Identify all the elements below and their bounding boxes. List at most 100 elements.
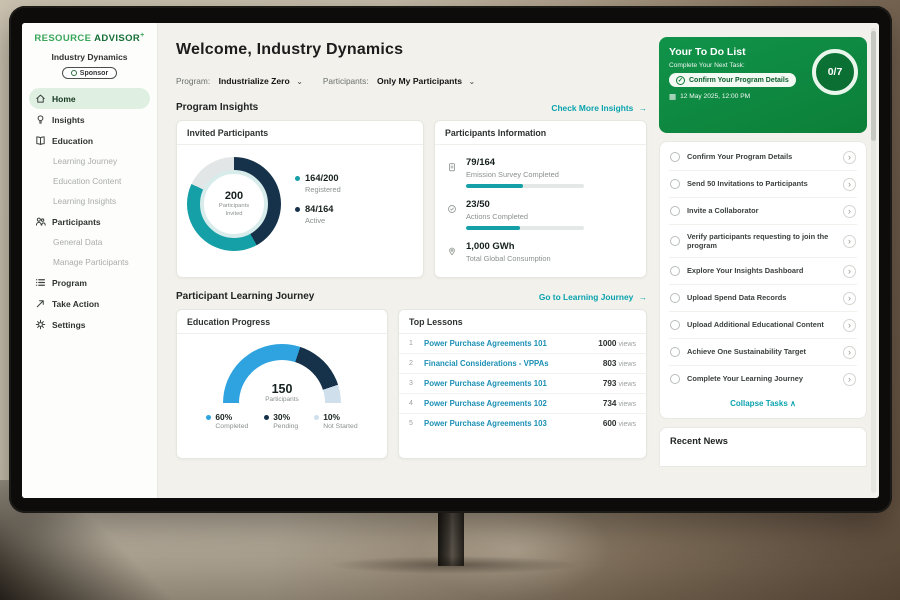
task-label: Explore Your Insights Dashboard bbox=[687, 266, 804, 276]
chevron-right-icon[interactable]: › bbox=[843, 345, 856, 359]
task-row[interactable]: Verify participants requesting to join t… bbox=[669, 225, 857, 259]
stand-shadow bbox=[330, 556, 580, 574]
participants-filter-label: Participants: bbox=[322, 76, 369, 86]
task-row[interactable]: Confirm Your Program Details › bbox=[669, 144, 857, 171]
sidebar-item-learning-journey[interactable]: Learning Journey bbox=[29, 151, 150, 171]
chevron-down-icon: ⌄ bbox=[468, 77, 476, 86]
task-checkbox[interactable] bbox=[670, 152, 680, 162]
sidebar-item-settings[interactable]: Settings bbox=[29, 314, 150, 335]
task-checkbox[interactable] bbox=[670, 374, 680, 385]
lesson-link[interactable]: Power Purchase Agreements 101 bbox=[424, 339, 547, 348]
collapse-tasks-link[interactable]: Collapse Tasks ∧ bbox=[669, 392, 857, 416]
sidebar-item-program[interactable]: Program bbox=[29, 272, 150, 293]
lesson-row: 5 Power Purchase Agreements 103 600 views bbox=[399, 414, 646, 433]
task-row[interactable]: Achieve One Sustainability Target › bbox=[669, 339, 857, 367]
next-task-pill[interactable]: ✓ Confirm Your Program Details bbox=[669, 73, 796, 87]
legend-dot-not-started bbox=[314, 414, 320, 420]
chevron-right-icon[interactable]: › bbox=[843, 291, 856, 305]
task-row[interactable]: Complete Your Learning Journey › bbox=[669, 366, 857, 392]
chevron-right-icon[interactable]: › bbox=[843, 264, 856, 278]
sidebar-nav: Home Insights Education Learning Journey bbox=[29, 88, 150, 335]
task-checkbox[interactable] bbox=[670, 320, 680, 331]
task-checkbox[interactable] bbox=[670, 179, 680, 189]
info-row: 79/164 Emission Survey Completed bbox=[447, 152, 634, 194]
legend-item: 60% Completed bbox=[206, 412, 248, 430]
legend-value: 10% bbox=[323, 412, 340, 422]
recent-news-card: Recent News bbox=[659, 427, 867, 468]
scrollbar-thumb[interactable] bbox=[871, 31, 876, 141]
lesson-link[interactable]: Power Purchase Agreements 103 bbox=[424, 419, 547, 428]
task-row[interactable]: Invite a Collaborator › bbox=[669, 198, 857, 225]
lesson-views: 1000 bbox=[598, 339, 617, 348]
sidebar-item-label: Take Action bbox=[52, 298, 100, 309]
task-checkbox[interactable] bbox=[670, 347, 680, 358]
task-row[interactable]: Upload Additional Educational Content › bbox=[669, 312, 857, 340]
sidebar-item-participants[interactable]: Participants bbox=[29, 211, 150, 232]
views-suffix: views bbox=[618, 421, 636, 428]
chevron-right-icon[interactable]: › bbox=[843, 372, 856, 386]
metric-label: Actions Completed bbox=[466, 212, 529, 221]
chevron-right-icon[interactable]: › bbox=[843, 204, 856, 218]
recent-news-title: Recent News bbox=[670, 436, 728, 447]
task-checkbox[interactable] bbox=[670, 266, 680, 277]
metric-label: Total Global Consumption bbox=[466, 254, 551, 263]
sidebar-item-education[interactable]: Education bbox=[29, 130, 150, 151]
due-date: 12 May 2025, 12:00 PM bbox=[680, 93, 751, 100]
task-checkbox[interactable] bbox=[670, 293, 680, 304]
views-suffix: views bbox=[618, 341, 636, 348]
task-checkbox[interactable] bbox=[670, 206, 680, 216]
chevron-right-icon[interactable]: › bbox=[843, 150, 856, 164]
sidebar-item-education-content[interactable]: Education Content bbox=[29, 171, 150, 191]
insights-cards-row: Invited Participants 200 Participants In… bbox=[176, 120, 647, 278]
task-label: Send 50 Invitations to Participants bbox=[687, 179, 808, 189]
sidebar-item-insights[interactable]: Insights bbox=[29, 109, 150, 130]
legend-dot-completed bbox=[206, 414, 212, 420]
task-label: Upload Spend Data Records bbox=[687, 293, 787, 303]
sidebar-item-manage-participants[interactable]: Manage Participants bbox=[29, 252, 150, 272]
chevron-right-icon[interactable]: › bbox=[843, 318, 856, 332]
program-filter[interactable]: Program: Industrialize Zero ⌄ bbox=[176, 71, 303, 89]
link-label: Go to Learning Journey bbox=[538, 291, 634, 302]
go-to-learning-journey-link[interactable]: Go to Learning Journey → bbox=[539, 292, 647, 302]
sidebar-item-learning-insights[interactable]: Learning Insights bbox=[29, 191, 150, 211]
sidebar-item-take-action[interactable]: Take Action bbox=[29, 293, 150, 314]
calendar-icon: ▦ bbox=[669, 92, 677, 101]
book-icon bbox=[35, 135, 46, 146]
sidebar-item-general-data[interactable]: General Data bbox=[29, 232, 150, 252]
check-more-insights-link[interactable]: Check More Insights → bbox=[551, 103, 647, 113]
lesson-link[interactable]: Power Purchase Agreements 101 bbox=[424, 379, 547, 388]
org-name: Industry Dynamics bbox=[51, 52, 128, 63]
legend-value: 164/200 bbox=[305, 173, 339, 183]
task-row[interactable]: Send 50 Invitations to Participants › bbox=[669, 171, 857, 198]
legend-label: Active bbox=[305, 216, 326, 225]
task-label: Invite a Collaborator bbox=[687, 206, 759, 216]
legend-value: 84/164 bbox=[305, 204, 334, 214]
link-label: Check More Insights bbox=[551, 102, 634, 113]
invited-donut-chart: 200 Participants Invited bbox=[187, 157, 281, 251]
chevron-right-icon[interactable]: › bbox=[843, 234, 856, 248]
lesson-link[interactable]: Financial Considerations - VPPAs bbox=[424, 359, 549, 368]
lesson-link[interactable]: Power Purchase Agreements 102 bbox=[424, 399, 547, 408]
sidebar-item-home[interactable]: Home bbox=[29, 88, 150, 110]
task-label: Achieve One Sustainability Target bbox=[687, 347, 806, 357]
scrollbar[interactable] bbox=[871, 28, 876, 493]
views-suffix: views bbox=[618, 401, 636, 408]
lesson-rank: 2 bbox=[409, 360, 413, 367]
program-filter-label: Program: bbox=[176, 76, 211, 86]
participants-filter[interactable]: Participants: Only My Participants ⌄ bbox=[323, 71, 475, 89]
sponsor-badge[interactable]: Sponsor bbox=[61, 67, 118, 80]
legend-label: Pending bbox=[273, 423, 299, 430]
task-checkbox[interactable] bbox=[670, 236, 680, 247]
donut-center: 200 Participants Invited bbox=[200, 170, 268, 238]
arrow-right-icon: → bbox=[638, 291, 647, 302]
learning-journey-header: Participant Learning Journey Go to Learn… bbox=[176, 291, 647, 302]
chevron-right-icon[interactable]: › bbox=[843, 177, 856, 191]
task-row[interactable]: Upload Spend Data Records › bbox=[669, 285, 857, 313]
todo-panel: Your To Do List Complete Your Next Task:… bbox=[657, 23, 879, 498]
legend-label: Completed bbox=[215, 423, 249, 430]
task-row[interactable]: Explore Your Insights Dashboard › bbox=[669, 258, 857, 286]
people-icon bbox=[35, 216, 46, 227]
gauge-label: Participants bbox=[265, 396, 299, 403]
gauge-center: 150 Participants bbox=[223, 382, 341, 403]
